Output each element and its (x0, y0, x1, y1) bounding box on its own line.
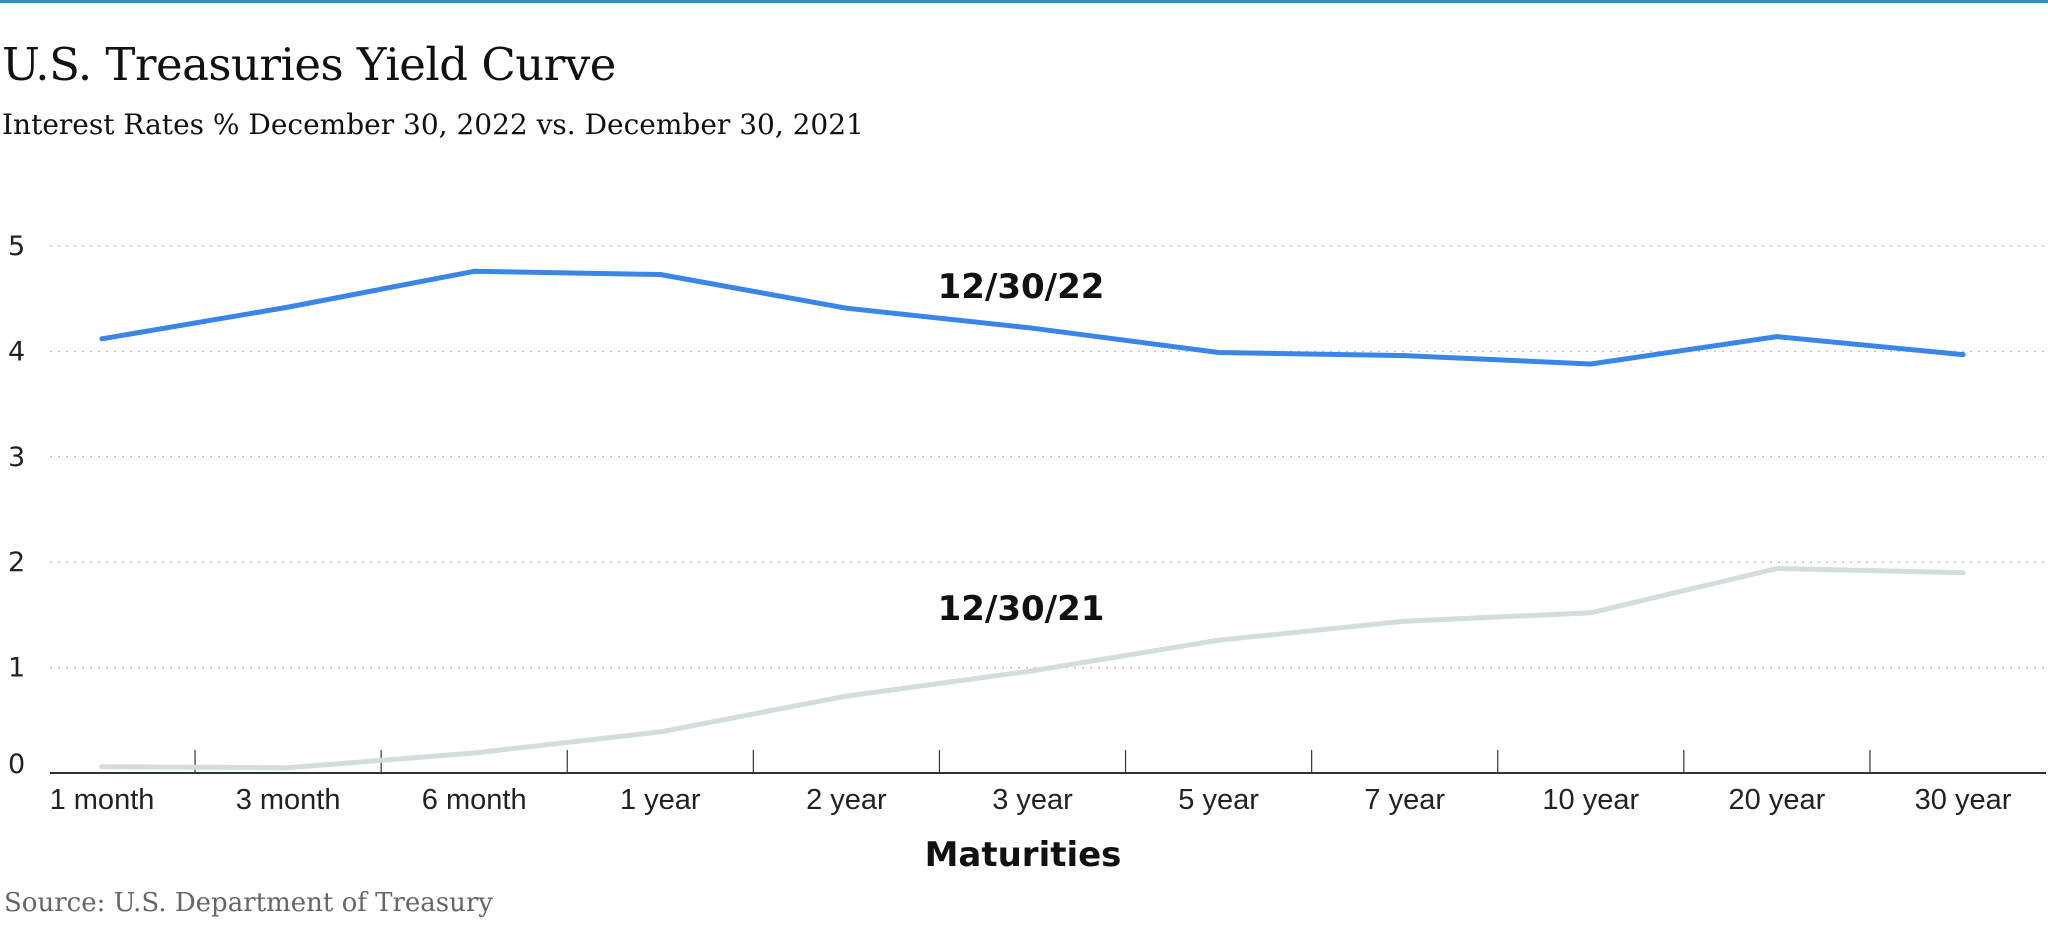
x-tick-label: 6 month (422, 784, 527, 816)
data-point (1774, 334, 1780, 340)
x-tick-label: 3 year (992, 784, 1073, 816)
x-tick-label: 1 year (620, 784, 701, 816)
x-axis: 1 month 3 month 6 month 1 year 2 year 3 year 5… (50, 750, 2046, 816)
y-tick-label-4: 4 (8, 336, 25, 367)
data-point (843, 305, 849, 311)
x-axis-label: Maturities (925, 835, 1122, 875)
y-tick-label-0: 0 (8, 749, 25, 780)
data-point (1588, 361, 1594, 367)
data-point (285, 304, 291, 310)
data-point (1402, 353, 1408, 359)
y-tick-label-3: 3 (8, 442, 25, 473)
data-point (1774, 566, 1780, 572)
data-point (471, 268, 477, 274)
chart-title: U.S. Treasuries Yield Curve (2, 38, 616, 91)
x-tick-label: 7 year (1364, 784, 1445, 816)
data-point (1588, 610, 1594, 616)
x-tick-label: 30 year (1915, 784, 2012, 816)
data-point (1030, 325, 1035, 331)
y-tick-label-1: 1 (8, 653, 25, 684)
y-tick-labels: 0 1 2 3 4 5 (8, 231, 25, 780)
data-point (657, 729, 663, 735)
data-point (1030, 668, 1035, 674)
data-point (471, 750, 477, 756)
data-point (99, 336, 105, 342)
data-point (657, 271, 663, 277)
x-tick-label: 3 month (236, 784, 341, 816)
x-tick-label: 2 year (806, 784, 887, 816)
source-note: Source: U.S. Department of Treasury (4, 888, 493, 918)
x-tick-label: 1 month (50, 784, 155, 816)
chart-subtitle: Interest Rates % December 30, 2022 vs. D… (2, 108, 864, 141)
x-tick-label: 20 year (1729, 784, 1826, 816)
y-tick-label-2: 2 (8, 547, 25, 578)
data-point (99, 764, 105, 770)
series-lines (99, 268, 1966, 771)
series-label-2022: 12/30/22 (938, 267, 1105, 307)
data-point (1960, 352, 1966, 358)
x-tick-label: 5 year (1178, 784, 1259, 816)
top-rule (0, 0, 2048, 3)
data-point (1402, 618, 1408, 624)
y-tick-label-5: 5 (8, 231, 25, 262)
data-point (843, 693, 849, 699)
data-point (285, 765, 291, 771)
series-label-2021: 12/30/21 (938, 589, 1105, 629)
data-point (1960, 570, 1966, 576)
data-point (1216, 349, 1222, 355)
x-tick-label: 10 year (1542, 784, 1639, 816)
data-point (1216, 637, 1222, 643)
